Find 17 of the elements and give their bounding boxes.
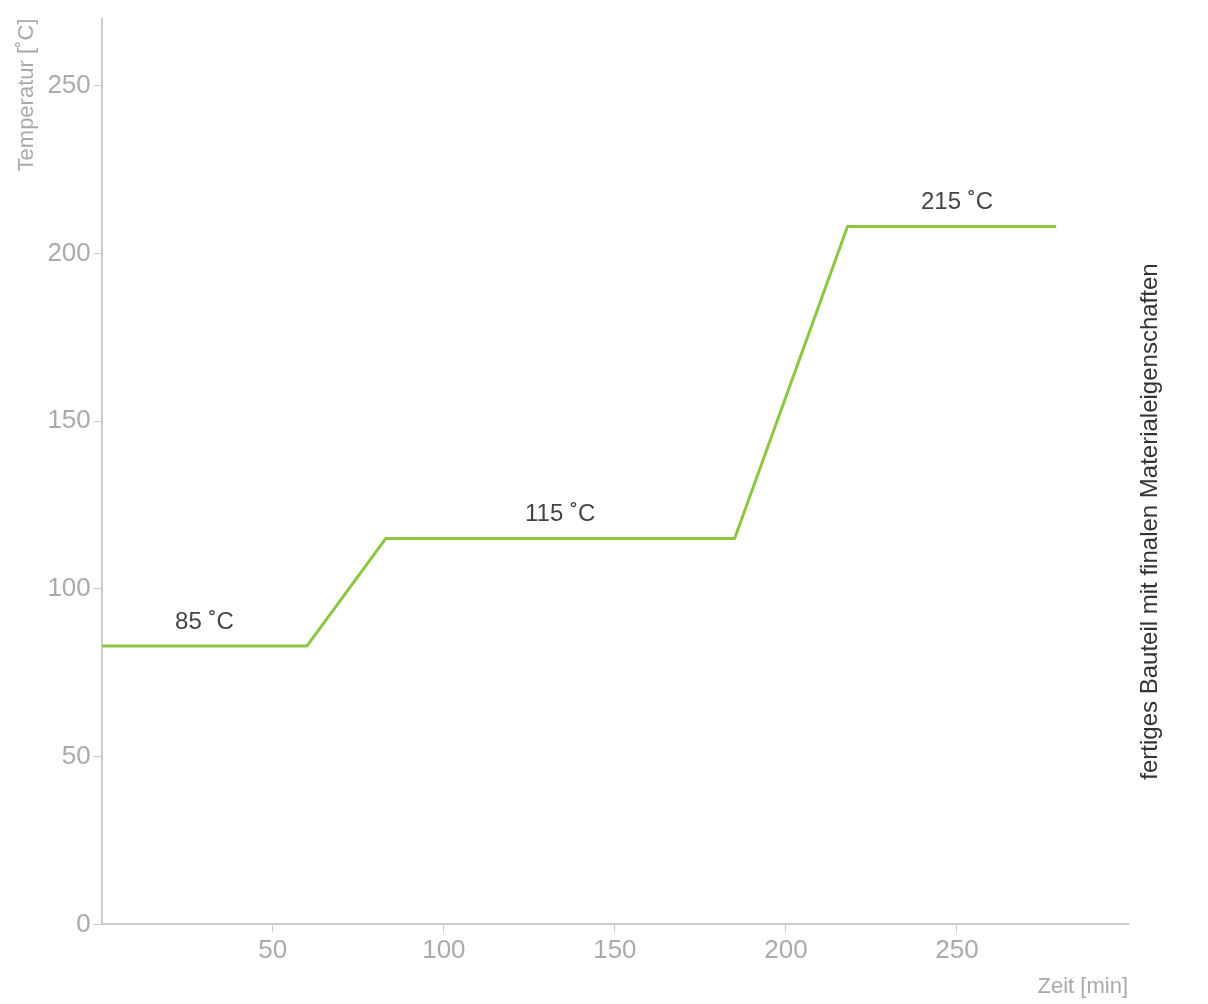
- y-axis-title: Temperatur [˚C]: [13, 18, 39, 172]
- annotation: 215 ˚C: [920, 187, 993, 215]
- annotation: 85 ˚C: [175, 606, 234, 634]
- x-axis-title: Zeit [min]: [1037, 972, 1128, 998]
- x-tick-label: 100: [422, 934, 466, 965]
- y-tick-label: 100: [47, 572, 91, 603]
- y-tick-label: 250: [47, 68, 91, 99]
- y-tick-label: 0: [76, 907, 91, 938]
- x-tick-label: 50: [258, 934, 288, 965]
- x-tick-label: 200: [764, 934, 808, 965]
- y-tick-label: 150: [47, 404, 91, 435]
- y-tick-label: 50: [61, 739, 91, 770]
- x-tick-label: 250: [935, 934, 979, 965]
- text: fertiges Bauteil mit finalen Materialeigenschaften: [1134, 263, 1162, 780]
- y-tick-label: 200: [47, 236, 91, 267]
- annotation: 115 ˚C: [525, 499, 596, 527]
- x-tick-label: 150: [593, 934, 637, 965]
